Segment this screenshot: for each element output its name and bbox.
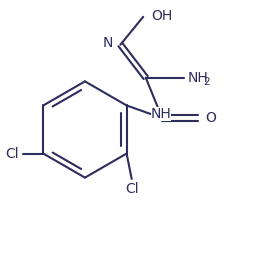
Text: Cl: Cl (125, 182, 138, 196)
Text: Cl: Cl (5, 147, 18, 161)
Text: OH: OH (151, 9, 172, 23)
Text: NH: NH (187, 71, 208, 85)
Text: 2: 2 (204, 77, 210, 87)
Text: O: O (205, 111, 216, 125)
Text: NH: NH (151, 107, 172, 121)
Text: N: N (102, 37, 113, 51)
